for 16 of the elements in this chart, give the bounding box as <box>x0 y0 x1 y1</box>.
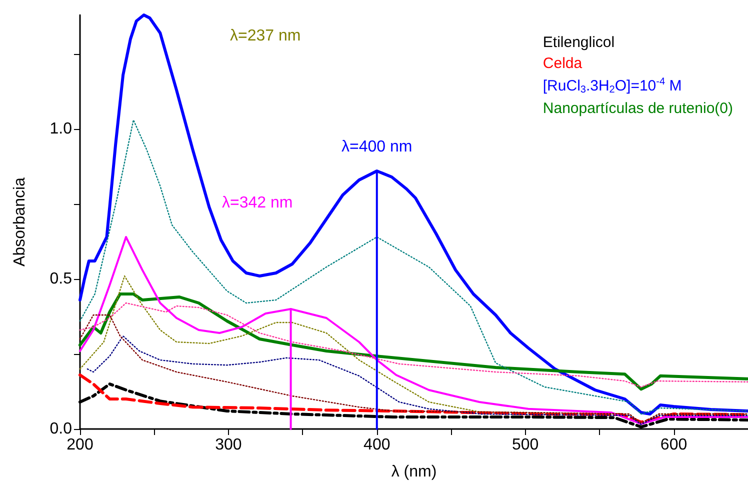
x-axis-title: λ (nm) <box>391 464 437 480</box>
text: Celda <box>542 55 583 72</box>
annotation: λ=237 nm <box>230 28 301 44</box>
y-axis-title: Absorbancia <box>12 177 28 266</box>
y-tick-label: 0.5 <box>50 270 72 288</box>
x-tick-label: 500 <box>512 436 539 454</box>
y-tick-label: 0.0 <box>50 420 72 438</box>
text: Etilenglicol <box>542 34 615 51</box>
y-tick-label: 1.0 <box>50 120 72 138</box>
text: Nanopartículas de rutenio(0) <box>542 100 734 117</box>
x-tick-label: 400 <box>364 436 390 454</box>
x-tick-label: 600 <box>660 436 688 454</box>
annotation: λ=400 nm <box>342 138 412 156</box>
x-tick-label: 300 <box>215 436 242 454</box>
annotation: λ=342 nm <box>222 194 293 212</box>
x-tick-label: 200 <box>66 436 94 454</box>
